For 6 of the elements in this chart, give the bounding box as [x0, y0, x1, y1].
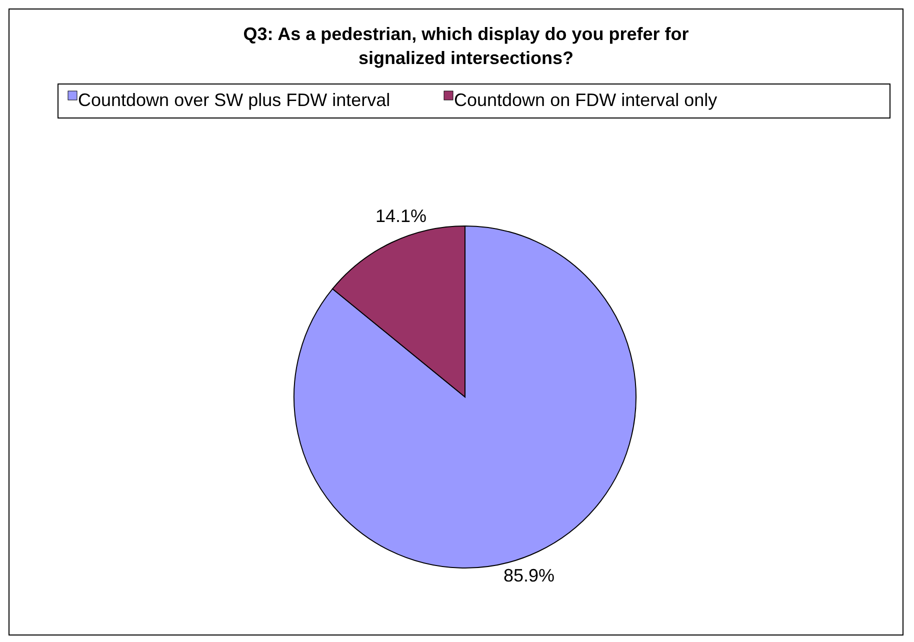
- pie-slice: [294, 226, 636, 568]
- data-label: 85.9%: [503, 566, 554, 586]
- legend-label: Countdown on FDW interval only: [454, 90, 718, 110]
- legend-label: Countdown over SW plus FDW interval: [78, 90, 390, 110]
- data-label: 14.1%: [376, 206, 427, 226]
- chart-title: Q3: As a pedestrian, which display do you prefer for signalized intersections?: [243, 24, 689, 68]
